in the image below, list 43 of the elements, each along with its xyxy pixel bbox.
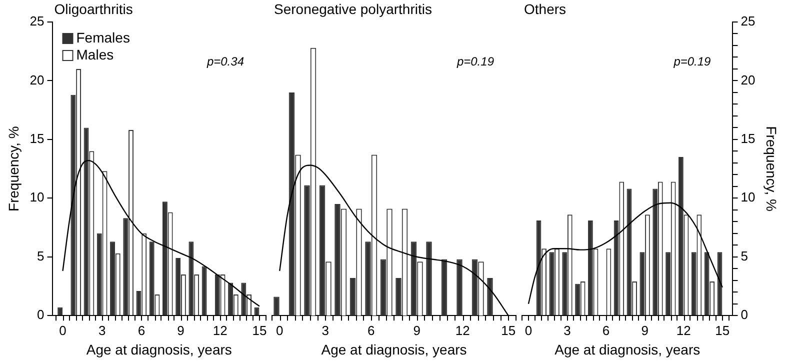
annotation: p=0.19: [672, 54, 712, 68]
x-tick-label: 12: [212, 322, 228, 338]
x-tick-label: 9: [641, 322, 648, 338]
x-tick-label: 6: [602, 322, 610, 338]
x-tick-label: 3: [564, 322, 571, 338]
y-tick-label: 0: [37, 307, 44, 322]
x-tick-label: 15: [252, 322, 267, 338]
x-tick-label: 9: [413, 322, 420, 338]
chart-title: Seronegative polyarthritis: [274, 0, 432, 17]
y-tick-label: 10: [30, 190, 44, 205]
x-axis-title: Age at diagnosis, years: [554, 341, 700, 358]
legend-label: Males: [76, 46, 114, 62]
x-tick-label: 12: [455, 322, 470, 338]
y-axis-title: Frequency, %: [5, 126, 22, 212]
x-tick-label: 9: [177, 322, 184, 338]
annotation: p=0.34: [206, 54, 244, 68]
chart-title: Oligoarthritis: [54, 0, 133, 17]
y-tick-label: 20: [30, 72, 44, 88]
x-axis-title: Age at diagnosis, years: [321, 341, 467, 358]
x-tick-label: 15: [715, 322, 730, 338]
legend-label: Females: [76, 29, 130, 46]
x-tick-label: 3: [98, 322, 106, 338]
y-tick-label: 5: [37, 248, 44, 264]
y-tick-label: 25: [30, 14, 44, 29]
y2-tick-label: 10: [740, 190, 756, 205]
x-tick-label: 0: [59, 322, 66, 338]
x-axis-title: Age at diagnosis, years: [86, 341, 232, 358]
x-tick-label: 3: [322, 322, 329, 338]
y2-tick-label: 25: [740, 14, 756, 29]
annotation: p=0.19: [456, 54, 494, 68]
x-tick-label: 0: [524, 322, 532, 338]
y-tick-label: 15: [30, 131, 44, 146]
x-tick-label: 0: [276, 322, 284, 338]
y2-tick-label: 0: [740, 307, 748, 322]
y2-tick-label: 20: [740, 72, 756, 88]
x-tick-label: 12: [676, 322, 691, 338]
chart-title: Others: [524, 0, 566, 17]
y2-axis-title: Frequency, %: [764, 126, 780, 212]
x-tick-label: 15: [501, 322, 516, 338]
x-tick-label: 6: [138, 322, 146, 338]
y2-tick-label: 15: [740, 131, 756, 146]
x-tick-label: 6: [368, 322, 375, 338]
y2-tick-label: 5: [740, 248, 748, 264]
